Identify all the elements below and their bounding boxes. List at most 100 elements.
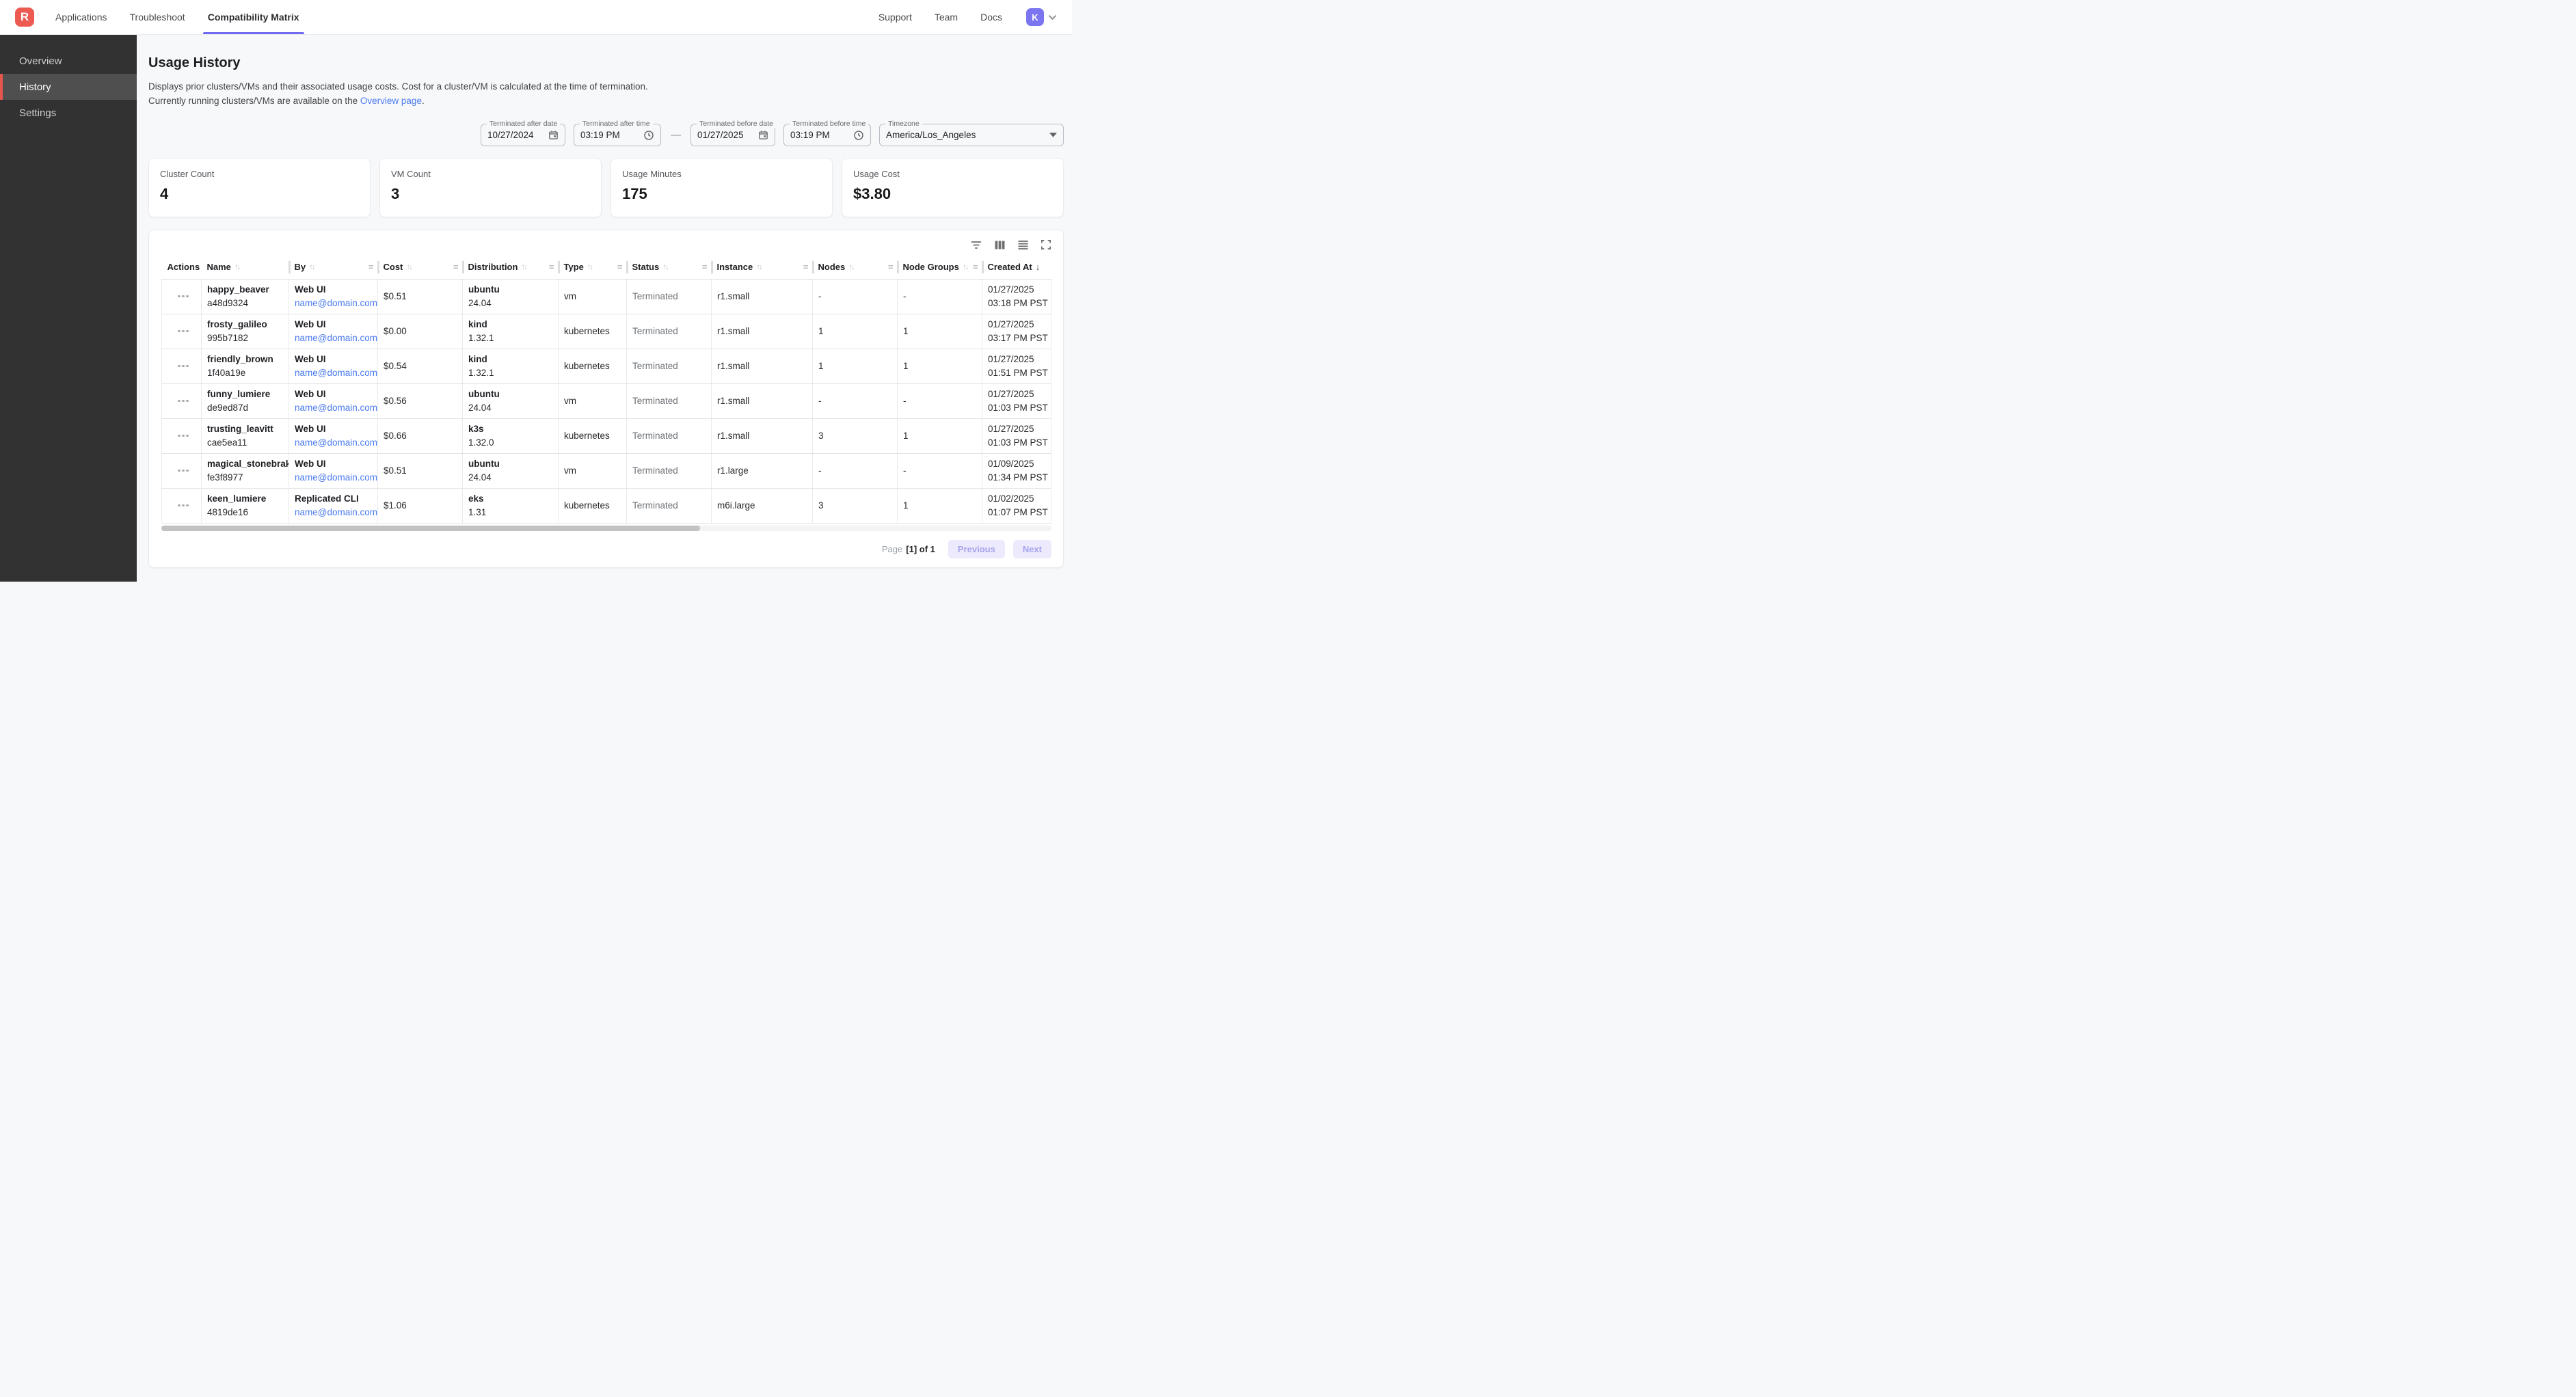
cell-by: Web UIname@domain.com (289, 453, 378, 488)
email-link[interactable]: name@domain.com (295, 403, 373, 413)
terminated-before-time-field[interactable]: Terminated before time 03:19 PM (783, 124, 871, 146)
density-icon[interactable] (1018, 241, 1028, 249)
sidebar-item-overview[interactable]: Overview (0, 48, 137, 74)
column-menu-icon[interactable]: = (549, 262, 554, 272)
nav-link-docs[interactable]: Docs (980, 12, 1002, 23)
cell-created-at: 01/27/202501:03 PM PST (982, 383, 1051, 418)
cluster-id: 4819de16 (207, 507, 284, 517)
email-link[interactable]: name@domain.com (295, 298, 373, 308)
timezone-select[interactable]: Timezone America/Los_Angeles (879, 124, 1064, 146)
column-header-instance[interactable]: Instance↑↓ = (712, 256, 813, 279)
cell-cost: $0.56 (378, 383, 463, 418)
column-menu-icon[interactable]: = (617, 262, 623, 272)
sort-icon[interactable]: ↑↓ (756, 263, 763, 271)
nav-link-support[interactable]: Support (878, 12, 912, 23)
email-link[interactable]: name@domain.com (295, 472, 373, 483)
next-page-button[interactable]: Next (1013, 540, 1051, 558)
column-header-by[interactable]: By↑↓= (289, 256, 378, 279)
overview-page-link[interactable]: Overview page (360, 96, 422, 106)
column-header-status[interactable]: Status↑↓= (627, 256, 712, 279)
column-header-cost[interactable]: Cost↑↓= (378, 256, 463, 279)
created-by-source: Web UI (295, 424, 373, 434)
sort-icon[interactable]: ↑↓ (963, 263, 969, 271)
fullscreen-icon[interactable] (1041, 240, 1051, 249)
dot-icon (186, 295, 189, 298)
nav-tab-troubleshoot[interactable]: Troubleshoot (130, 0, 185, 34)
field-label: Terminated after date (487, 120, 560, 128)
column-header-type[interactable]: Type↑↓= (559, 256, 627, 279)
row-actions-menu[interactable] (178, 330, 197, 333)
column-header-distribution[interactable]: Distribution↑↓= (463, 256, 559, 279)
email-link[interactable]: name@domain.com (295, 333, 373, 343)
column-menu-icon[interactable]: = (888, 262, 894, 272)
description-suffix: . (422, 96, 425, 106)
sort-desc-icon[interactable]: ↓ (1036, 262, 1041, 272)
terminated-after-time-field[interactable]: Terminated after time 03:19 PM (574, 124, 661, 146)
clock-icon[interactable] (853, 130, 864, 141)
stat-card-cluster-count: Cluster Count 4 (148, 158, 371, 217)
dot-icon (186, 365, 189, 368)
column-header-name[interactable]: Name↑↓ (202, 256, 289, 279)
sort-icon[interactable]: ↑↓ (587, 263, 594, 271)
horizontal-scrollbar-thumb[interactable] (161, 526, 700, 531)
dot-icon (182, 504, 185, 507)
email-link[interactable]: name@domain.com (295, 437, 373, 448)
sort-icon[interactable]: ↑↓ (234, 263, 241, 271)
terminated-before-date-field[interactable]: Terminated before date 01/27/2025 (690, 124, 775, 146)
column-menu-icon[interactable]: = (453, 262, 459, 272)
sort-icon[interactable]: ↑↓ (521, 263, 528, 271)
sort-icon[interactable]: ↑↓ (848, 263, 855, 271)
sidebar-item-history[interactable]: History (0, 74, 137, 100)
email-link[interactable]: name@domain.com (295, 368, 373, 378)
pagination: Page [1] of 1 Previous Next (161, 531, 1051, 560)
cell-nodes: 3 (813, 418, 898, 453)
column-header-node_groups[interactable]: Node Groups↑↓= (898, 256, 982, 279)
stat-label: Cluster Count (160, 169, 359, 179)
sort-icon[interactable]: ↑↓ (662, 263, 669, 271)
cell-type: kubernetes (559, 314, 627, 349)
cell-by: Replicated CLIname@domain.com (289, 488, 378, 523)
cluster-name: happy_beaver (207, 284, 284, 295)
filter-icon[interactable] (971, 241, 982, 249)
email-link[interactable]: name@domain.com (295, 507, 373, 517)
column-header-nodes[interactable]: Nodes↑↓= (813, 256, 898, 279)
column-menu-icon[interactable]: = (702, 262, 708, 272)
replicated-logo[interactable]: R (15, 8, 34, 27)
column-menu-icon[interactable]: = (803, 262, 809, 272)
distribution-name: kind (468, 319, 554, 329)
cell-created-at: 01/27/202503:17 PM PST (982, 314, 1051, 349)
caret-down-icon[interactable] (1049, 133, 1057, 137)
user-menu[interactable]: K (1026, 8, 1057, 26)
column-menu-icon[interactable]: = (368, 262, 374, 272)
calendar-icon[interactable] (758, 130, 768, 140)
cell-type: kubernetes (559, 488, 627, 523)
column-menu-icon[interactable]: = (973, 262, 978, 272)
columns-icon[interactable] (995, 241, 1005, 249)
cell-distribution: ubuntu24.04 (463, 383, 559, 418)
status-badge: Terminated (632, 326, 678, 336)
previous-page-button[interactable]: Previous (948, 540, 1005, 558)
clock-icon[interactable] (643, 130, 654, 141)
row-actions-menu[interactable] (178, 295, 197, 298)
column-header-created_at[interactable]: Created At↓ (982, 256, 1051, 279)
horizontal-scrollbar-track[interactable] (161, 526, 1051, 531)
column-label: Instance (717, 262, 753, 272)
nav-tab-compatibility-matrix[interactable]: Compatibility Matrix (208, 0, 299, 34)
sort-icon[interactable]: ↑↓ (406, 263, 413, 271)
sort-icon[interactable]: ↑↓ (309, 263, 316, 271)
created-date: 01/27/2025 (988, 424, 1047, 434)
terminated-after-date-field[interactable]: Terminated after date 10/27/2024 (481, 124, 565, 146)
row-actions-menu[interactable] (178, 504, 197, 507)
distribution-name: ubuntu (468, 284, 554, 295)
sidebar-item-settings[interactable]: Settings (0, 100, 137, 126)
row-actions-menu[interactable] (178, 435, 197, 437)
nav-tab-applications[interactable]: Applications (55, 0, 107, 34)
nav-link-team[interactable]: Team (935, 12, 958, 23)
avatar[interactable]: K (1026, 8, 1044, 26)
calendar-icon[interactable] (548, 130, 559, 140)
row-actions-menu[interactable] (178, 365, 197, 368)
row-actions-menu[interactable] (178, 470, 197, 472)
cell-status: Terminated (627, 418, 712, 453)
row-actions-menu[interactable] (178, 400, 197, 403)
chevron-down-icon[interactable] (1048, 14, 1057, 21)
